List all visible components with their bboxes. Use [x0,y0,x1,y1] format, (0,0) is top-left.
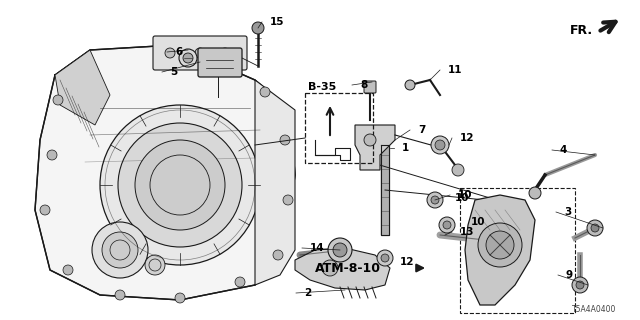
Circle shape [452,164,464,176]
Circle shape [135,140,225,230]
Polygon shape [55,50,110,125]
FancyBboxPatch shape [198,48,242,77]
Circle shape [280,135,290,145]
Text: 15: 15 [270,17,285,27]
Circle shape [405,80,415,90]
Circle shape [333,243,347,257]
Circle shape [529,187,541,199]
Circle shape [572,277,588,293]
Circle shape [179,49,197,67]
Circle shape [175,293,185,303]
Circle shape [486,231,514,259]
Circle shape [587,220,603,236]
Text: 12: 12 [460,133,474,143]
Circle shape [431,136,449,154]
Circle shape [100,105,260,265]
Circle shape [92,222,148,278]
Text: 9: 9 [566,270,573,280]
Text: 7: 7 [418,125,426,135]
Text: 5: 5 [170,67,177,77]
Circle shape [478,223,522,267]
Circle shape [364,134,376,146]
Circle shape [439,217,455,233]
Circle shape [591,224,599,232]
Text: 8: 8 [360,80,367,90]
Text: 13: 13 [460,227,474,237]
Circle shape [47,150,57,160]
Text: 14: 14 [310,243,324,253]
Circle shape [377,250,393,266]
Text: T5A4A0400: T5A4A0400 [572,306,616,315]
Text: 10: 10 [455,193,470,203]
Circle shape [145,255,165,275]
FancyBboxPatch shape [364,81,376,93]
Circle shape [328,238,352,262]
Polygon shape [255,80,295,285]
Text: ATM-8-10: ATM-8-10 [315,261,381,275]
Circle shape [322,260,338,276]
Circle shape [260,87,270,97]
Circle shape [195,48,205,58]
Circle shape [53,95,63,105]
Circle shape [115,290,125,300]
Circle shape [431,196,439,204]
Circle shape [102,232,138,268]
Text: 11: 11 [448,65,463,75]
Circle shape [443,221,451,229]
Text: 2: 2 [304,288,311,298]
Circle shape [273,250,283,260]
Circle shape [63,265,73,275]
Circle shape [435,140,445,150]
Text: 10: 10 [458,190,472,200]
FancyBboxPatch shape [153,36,247,70]
Circle shape [235,277,245,287]
Circle shape [381,254,389,262]
Text: 12: 12 [400,257,415,267]
Circle shape [165,48,175,58]
Circle shape [576,281,584,289]
Circle shape [220,48,230,58]
Polygon shape [465,195,535,305]
Text: 10: 10 [471,217,486,227]
Circle shape [427,192,443,208]
Text: FR.: FR. [570,23,593,36]
Text: 1: 1 [402,143,409,153]
Circle shape [40,205,50,215]
Circle shape [183,53,193,63]
Circle shape [283,195,293,205]
Circle shape [252,22,264,34]
Polygon shape [355,125,395,170]
Polygon shape [295,248,390,290]
Text: 3: 3 [564,207,572,217]
Text: 4: 4 [560,145,568,155]
Circle shape [118,123,242,247]
Text: B-35: B-35 [308,82,336,92]
Polygon shape [35,45,295,300]
Text: 6: 6 [175,47,182,57]
